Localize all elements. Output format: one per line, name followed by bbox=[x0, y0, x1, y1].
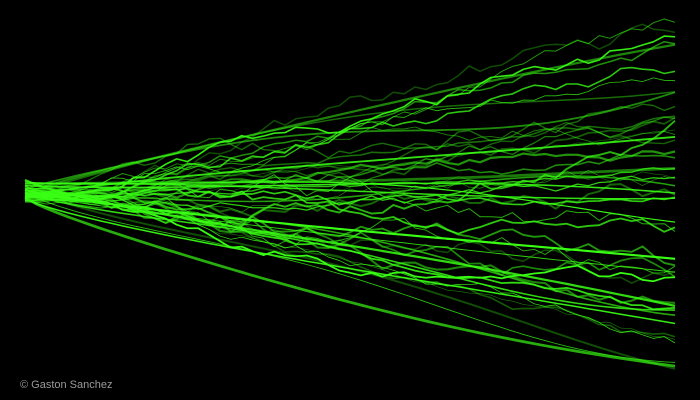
smooth-curve bbox=[24, 178, 676, 307]
smooth-curve bbox=[24, 91, 676, 191]
walk-line bbox=[24, 121, 676, 200]
smooth-curve bbox=[24, 167, 676, 187]
smooth-curve bbox=[24, 191, 676, 311]
smooth-curve bbox=[24, 135, 676, 198]
walk-line bbox=[24, 191, 676, 340]
walk-line bbox=[24, 171, 676, 201]
walk-line bbox=[24, 194, 676, 283]
smooth-curve bbox=[24, 182, 676, 194]
smooth-curve bbox=[24, 185, 676, 370]
smooth-curve bbox=[24, 188, 676, 260]
walk-line bbox=[24, 194, 676, 267]
walk-line bbox=[25, 115, 676, 201]
smooth-curve bbox=[24, 191, 676, 363]
walk-line bbox=[24, 197, 676, 274]
walk-line bbox=[24, 126, 676, 193]
smooth-curve bbox=[24, 43, 676, 196]
walk-line bbox=[24, 187, 676, 235]
walk-line bbox=[24, 187, 676, 206]
smooth-curve bbox=[24, 198, 676, 325]
walk-line bbox=[24, 183, 676, 218]
smooth-curve bbox=[24, 196, 676, 368]
credit-text: © Gaston Sanchez bbox=[20, 379, 113, 391]
walk-line bbox=[25, 153, 676, 197]
smooth-curve bbox=[24, 192, 676, 273]
walk-line bbox=[24, 150, 676, 199]
walk-line bbox=[24, 18, 676, 196]
smooth-curve bbox=[24, 175, 676, 203]
smooth-curve bbox=[24, 182, 676, 200]
